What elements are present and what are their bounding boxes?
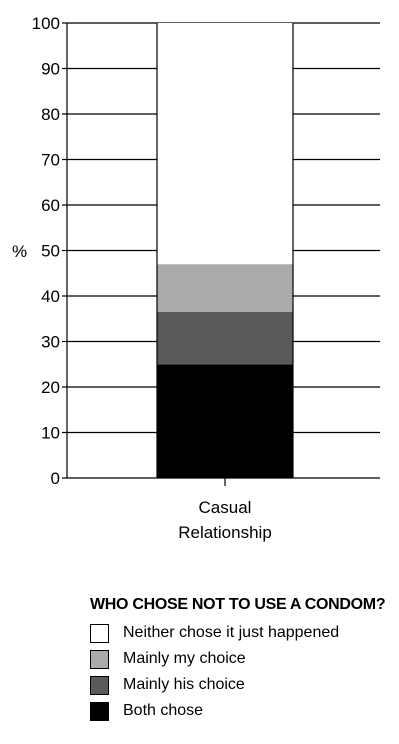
- bar-segment-both-chose: [157, 364, 293, 478]
- y-tick-label-30: 30: [41, 333, 60, 352]
- legend-swatch: [90, 701, 109, 721]
- legend-item: Neither chose it just happened: [90, 620, 395, 646]
- y-tick-label-0: 0: [51, 469, 60, 488]
- y-tick-label-40: 40: [41, 287, 60, 306]
- y-axis-label: %: [12, 242, 27, 261]
- legend-title: WHO CHOSE NOT TO USE A CONDOM?: [90, 596, 386, 613]
- y-tick-label-100: 100: [32, 14, 60, 33]
- y-tick-label-50: 50: [41, 242, 60, 261]
- y-tick-label-70: 70: [41, 151, 60, 170]
- x-category-label: Casual Relationship: [178, 498, 272, 542]
- legend-item: Mainly his choice: [90, 672, 395, 698]
- legend-label: Mainly his choice: [123, 676, 245, 693]
- legend-label: Both chose: [123, 702, 204, 719]
- bar-segment-mainly-my-choice: [157, 264, 293, 312]
- legend: WHO CHOSE NOT TO USE A CONDOM? Neither c…: [90, 596, 395, 724]
- bar-segment-neither-chose-it-just-happened: [157, 23, 293, 265]
- legend-swatch: [90, 649, 109, 669]
- y-tick-label-80: 80: [41, 105, 60, 124]
- y-tick-label-90: 90: [41, 60, 60, 79]
- stacked-bar-chart: 0 10 20 30 40 50 60 70 80 90 100 % Casual Relations…: [12, 14, 380, 542]
- legend-label: Neither chose it just happened: [123, 624, 340, 641]
- legend-item: Both chose: [90, 698, 395, 724]
- y-tick-label-10: 10: [41, 424, 60, 443]
- legend-label: Mainly my choice: [123, 650, 246, 667]
- legend-items: Neither chose it just happened Mainly my …: [90, 620, 395, 724]
- y-tick-label-60: 60: [41, 196, 60, 215]
- y-tick-label-20: 20: [41, 378, 60, 397]
- legend-swatch: [90, 623, 109, 643]
- x-axis: Casual Relationship: [67, 477, 380, 542]
- bar-segment-mainly-his-choice: [157, 311, 293, 365]
- bar-stack-casual-relationship: [156, 23, 294, 478]
- legend-item: Mainly my choice: [90, 646, 395, 672]
- legend-swatch: [90, 675, 109, 695]
- y-axis: 0 10 20 30 40 50 60 70 80 90 100: [32, 14, 68, 488]
